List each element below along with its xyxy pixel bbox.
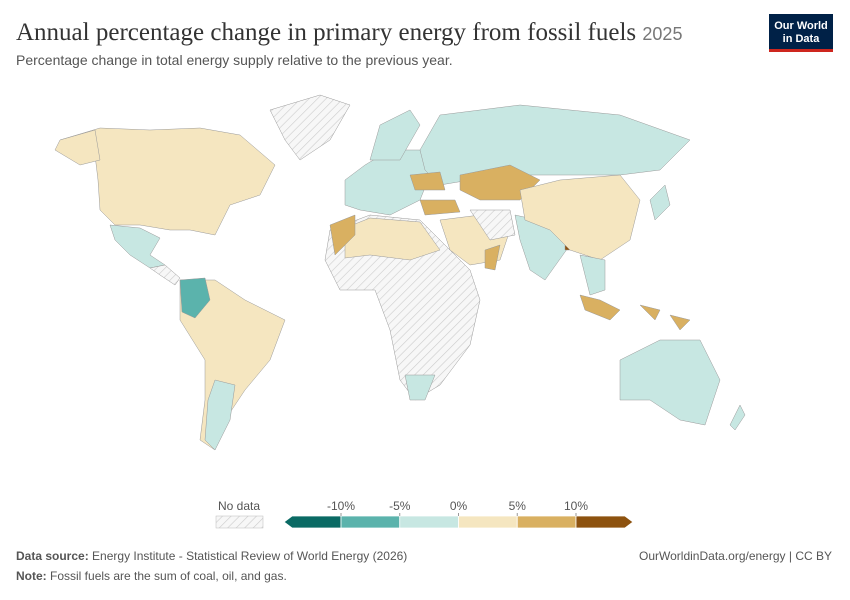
source: Data source: Energy Institute - Statisti…: [16, 549, 407, 563]
legend-bin: [399, 515, 459, 529]
country[interactable]: [649, 184, 671, 221]
country[interactable]: [484, 244, 501, 271]
title-text: Annual percentage change in primary ener…: [16, 19, 636, 46]
country[interactable]: [324, 214, 481, 401]
country[interactable]: [109, 224, 166, 269]
country[interactable]: [369, 109, 421, 161]
no-data-label: No data: [218, 499, 260, 513]
country[interactable]: [329, 214, 356, 256]
country[interactable]: [404, 374, 436, 401]
legend-bin: [458, 515, 518, 529]
logo[interactable]: Our World in Data: [769, 14, 833, 52]
legend-bin: [516, 515, 577, 529]
country[interactable]: [409, 171, 446, 191]
note: Note: Fossil fuels are the sum of coal, …: [16, 569, 287, 583]
logo-line: Our World: [774, 20, 828, 32]
country[interactable]: [179, 277, 211, 319]
logo-line: in Data: [783, 33, 821, 45]
country[interactable]: [419, 104, 691, 186]
country[interactable]: [669, 314, 691, 331]
country[interactable]: [269, 94, 351, 161]
no-data-swatch: [215, 515, 264, 529]
country[interactable]: [149, 264, 181, 286]
source-label: Data source:: [16, 549, 89, 563]
country[interactable]: [639, 304, 661, 321]
note-label: Note:: [16, 569, 47, 583]
legend: No data -10% -5% 0% 5% 10%: [215, 499, 634, 529]
legend-tick-label: 10%: [564, 499, 588, 513]
url[interactable]: OurWorldinData.org/energy | CC BY: [639, 549, 832, 563]
legend-tick-label: 0%: [450, 499, 468, 513]
country[interactable]: [204, 379, 236, 451]
source-text: Energy Institute - Statistical Review of…: [92, 549, 407, 563]
note-text: Fossil fuels are the sum of coal, oil, a…: [50, 569, 287, 583]
country[interactable]: [579, 294, 621, 321]
country[interactable]: [619, 339, 721, 426]
legend-bin: [283, 515, 342, 529]
world-map: [54, 94, 746, 451]
country[interactable]: [729, 404, 746, 431]
legend-tick-label: -10%: [327, 499, 355, 513]
country[interactable]: [419, 199, 461, 216]
country[interactable]: [579, 254, 606, 296]
legend-bin: [575, 515, 634, 529]
legend-bin: [340, 515, 401, 529]
country[interactable]: [344, 217, 441, 261]
legend-tick-label: -5%: [389, 499, 411, 513]
country[interactable]: [519, 174, 641, 261]
country[interactable]: [54, 129, 101, 166]
country[interactable]: [469, 209, 516, 241]
title: Annual percentage change in primary ener…: [16, 19, 682, 46]
legend-tick-label: 5%: [509, 499, 527, 513]
year: 2025: [642, 24, 682, 44]
subtitle: Percentage change in total energy supply…: [16, 52, 453, 68]
country[interactable]: [59, 127, 276, 236]
